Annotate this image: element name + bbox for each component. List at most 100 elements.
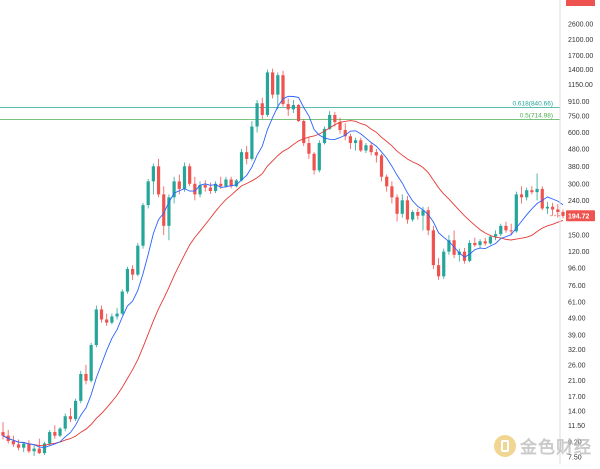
candle-2	[11, 435, 15, 447]
current-price-tag	[566, 210, 595, 222]
candle-36	[188, 163, 192, 187]
y-tick-label-20: 32.00	[568, 347, 586, 354]
y-tick-label-2: 1700.00	[568, 53, 593, 60]
fibonacci-levels: 0.618(840.66) 0.5(714.98)	[0, 100, 560, 120]
candle-93	[483, 237, 487, 246]
candle-14	[73, 398, 78, 421]
candle-87	[452, 230, 456, 259]
candle-46	[239, 148, 244, 182]
candle-3	[16, 439, 21, 451]
candle-51	[265, 69, 270, 117]
candle-97	[504, 221, 508, 233]
price-axis[interactable]: 2600.00 2100.00 1700.00 1400.00 1150.00 910.0…	[568, 21, 593, 461]
candle-42	[219, 176, 223, 189]
candle-22	[115, 308, 119, 320]
candle-44	[229, 176, 233, 189]
candle-91	[473, 237, 477, 247]
candle-56	[291, 100, 295, 114]
y-tick-label-4: 1150.00	[568, 82, 593, 89]
candle-13	[68, 408, 73, 423]
candle-70	[364, 143, 368, 153]
candle-24	[125, 266, 130, 294]
y-tick-label-16: 76.00	[568, 283, 586, 290]
y-tick-label-13: 150.00	[568, 233, 590, 240]
candle-81	[421, 206, 425, 231]
candle-7	[37, 438, 41, 455]
candle-54	[281, 70, 285, 107]
candle-47	[245, 145, 249, 165]
y-tick-label-19: 39.00	[568, 332, 586, 339]
candle-41	[213, 181, 218, 193]
price-tags: 194.72	[550, 0, 595, 222]
y-tick-label-9: 380.00	[568, 164, 590, 171]
candle-72	[374, 148, 378, 163]
y-tick-label-6: 750.00	[568, 113, 590, 120]
candle-92	[478, 239, 482, 249]
y-tick-label-0: 2600.00	[568, 21, 593, 28]
y-tick-label-10: 300.00	[568, 181, 590, 188]
candle-101	[525, 187, 529, 201]
candle-106	[551, 202, 555, 216]
candle-79	[411, 210, 415, 222]
candle-19	[99, 305, 104, 323]
candle-98	[509, 223, 513, 236]
watermark: 金色财经	[494, 433, 592, 458]
candle-84	[436, 258, 441, 280]
candle-25	[131, 265, 135, 280]
candle-62	[322, 126, 327, 145]
candle-21	[110, 313, 114, 325]
candle-78	[405, 195, 410, 224]
candle-80	[416, 208, 420, 220]
candle-52	[271, 68, 275, 99]
candle-38	[198, 181, 202, 198]
candle-33	[172, 176, 176, 204]
y-tick-label-11: 240.00	[568, 198, 590, 205]
candle-95	[493, 230, 498, 241]
candle-65	[338, 117, 342, 134]
candle-50	[260, 97, 264, 119]
candle-94	[488, 235, 493, 245]
candle-75	[390, 181, 394, 204]
candle-27	[141, 202, 145, 249]
candle-71	[369, 143, 373, 156]
top-price-tag	[566, 0, 595, 6]
candle-66	[343, 123, 347, 141]
candle-11	[58, 427, 62, 438]
candle-48	[250, 121, 254, 161]
candle-77	[400, 194, 404, 218]
candle-90	[468, 240, 472, 263]
candle-16	[84, 364, 88, 385]
candle-82	[426, 206, 430, 236]
candle-37	[193, 176, 197, 201]
candle-60	[312, 152, 316, 175]
candle-28	[146, 179, 150, 209]
candle-100	[519, 186, 524, 204]
candle-43	[224, 176, 228, 188]
candle-10	[53, 425, 57, 439]
candle-26	[136, 242, 140, 277]
candle-6	[32, 445, 36, 456]
candle-23	[120, 289, 124, 316]
y-tick-label-26: 9.20	[568, 439, 582, 446]
ma-slow-line	[2, 120, 564, 447]
watermark-text: 金色财经	[520, 438, 592, 458]
candle-17	[89, 342, 93, 383]
candle-76	[395, 194, 399, 222]
y-tick-label-25: 11.50	[568, 423, 585, 430]
candle-35	[182, 162, 187, 192]
candle-59	[307, 137, 311, 159]
candle-108	[561, 209, 565, 219]
current-price-label: 194.72	[568, 213, 590, 220]
candles	[1, 68, 565, 456]
candle-68	[353, 137, 358, 151]
coin-logo-icon	[494, 434, 516, 457]
candle-67	[348, 133, 353, 149]
candle-58	[302, 118, 306, 146]
y-tick-label-5: 910.00	[568, 99, 590, 106]
candle-69	[359, 137, 363, 153]
candle-74	[385, 174, 389, 192]
candle-30	[156, 158, 161, 198]
candle-45	[234, 179, 238, 188]
